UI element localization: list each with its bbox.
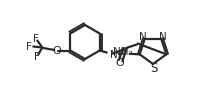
Text: O: O [52,45,61,56]
Text: F: F [33,34,39,43]
Text: N: N [139,32,147,42]
Text: S: S [150,62,158,75]
Text: F: F [34,51,40,62]
Text: N: N [159,32,167,42]
Text: F: F [26,42,32,51]
Text: O: O [115,59,124,68]
Text: NH₂: NH₂ [113,47,132,57]
Text: NH: NH [110,49,125,59]
